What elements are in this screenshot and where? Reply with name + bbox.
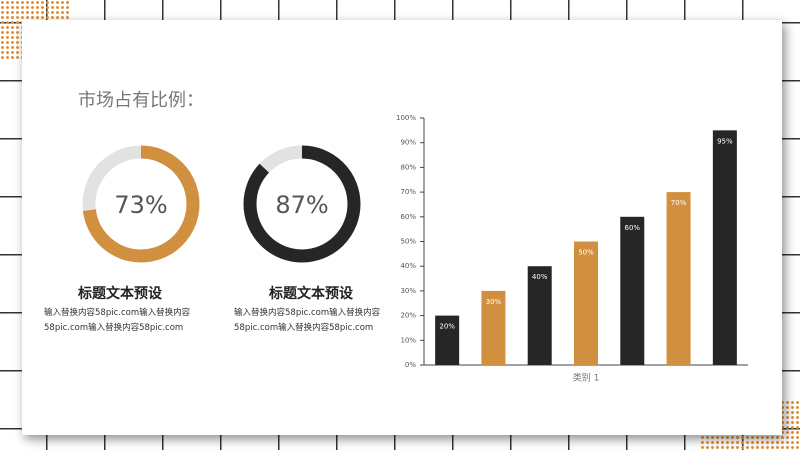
bar bbox=[481, 290, 506, 365]
bar-value-label: 30% bbox=[486, 298, 502, 306]
bar bbox=[527, 266, 552, 365]
bar bbox=[666, 192, 691, 365]
bar-value-label: 70% bbox=[671, 199, 687, 207]
slide-title: 市场占有比例： bbox=[78, 90, 204, 111]
y-tick-label: 70% bbox=[400, 188, 416, 196]
card-heading: 标题文本预设 bbox=[269, 286, 353, 302]
y-tick-label: 10% bbox=[400, 336, 416, 344]
y-tick-label: 0% bbox=[405, 361, 416, 369]
donut-label: 73% bbox=[114, 191, 167, 219]
bar bbox=[435, 315, 460, 365]
y-tick-label: 40% bbox=[400, 262, 416, 270]
donut-arc bbox=[82, 145, 200, 263]
y-tick-label: 100% bbox=[396, 114, 416, 122]
donut-arc bbox=[243, 145, 361, 263]
y-tick-label: 50% bbox=[400, 238, 416, 246]
y-tick-label: 80% bbox=[400, 163, 416, 171]
bar-value-label: 20% bbox=[439, 323, 455, 331]
bar bbox=[712, 130, 737, 365]
bar bbox=[574, 241, 598, 365]
bar-value-label: 50% bbox=[578, 249, 594, 257]
y-tick-label: 20% bbox=[400, 312, 416, 320]
bar-value-label: 40% bbox=[532, 273, 548, 281]
slide bbox=[22, 20, 782, 435]
y-tick-label: 90% bbox=[400, 139, 416, 147]
card-body: 输入替换内容58pic.com输入替换内容58pic.com输入替换内容58pi… bbox=[44, 308, 191, 333]
bar-value-label: 95% bbox=[717, 137, 733, 145]
y-tick-label: 30% bbox=[400, 287, 416, 295]
bar bbox=[620, 216, 645, 365]
bar-value-label: 60% bbox=[625, 224, 641, 232]
x-tick-label: 类别 1 bbox=[573, 372, 600, 384]
card-body: 输入替换内容58pic.com输入替换内容58pic.com输入替换内容58pi… bbox=[234, 308, 381, 333]
y-tick-label: 60% bbox=[400, 213, 416, 221]
card-heading: 标题文本预设 bbox=[78, 286, 162, 302]
donut-label: 87% bbox=[275, 191, 328, 219]
